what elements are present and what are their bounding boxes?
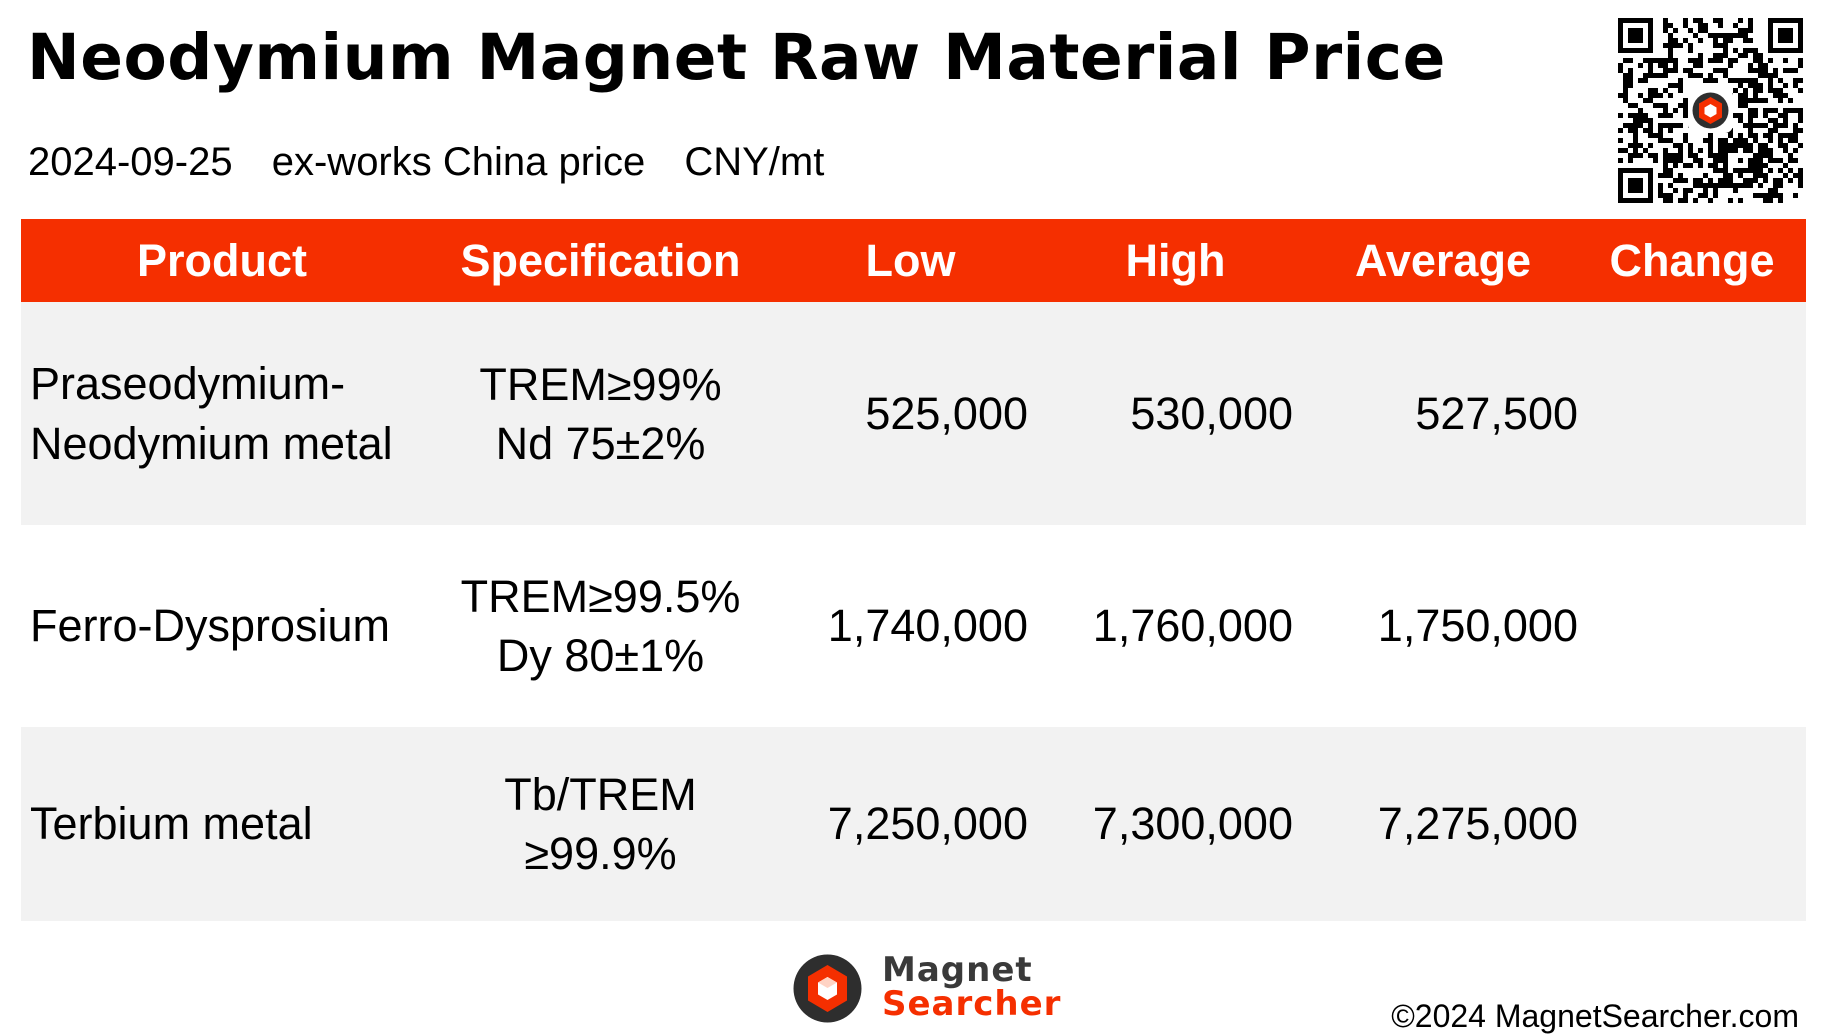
product-spec: TREM≥99% Nd 75±2% [479,358,722,469]
table-row: Terbium metal Tb/TREM ≥99.9% 7,250,000 7… [21,727,1806,921]
product-name: Praseodymium- Neodymium metal [30,357,393,469]
price-low: 7,250,000 [827,798,1028,849]
price-table: Product Specification Low High Average C… [21,219,1806,921]
product-spec: Tb/TREM ≥99.9% [504,769,697,879]
product-name: Terbium metal [30,798,313,849]
copyright-text: ©2024 MagnetSearcher.com [1391,998,1799,1034]
price-average: 1,750,000 [1377,600,1578,651]
price-low: 1,740,000 [827,600,1028,651]
qr-logo-icon [1688,88,1733,133]
price-average: 7,275,000 [1377,798,1578,849]
col-header-high: High [1125,234,1226,286]
product-spec: TREM≥99.5% Dy 80±1% [460,571,741,681]
col-header-product: Product [136,234,307,286]
table-row: Ferro-Dysprosium TREM≥99.5% Dy 80±1% 1,7… [21,525,1806,727]
price-average: 527,500 [1415,387,1578,439]
table-header: Product Specification Low High Average C… [21,219,1806,302]
magnet-searcher-logo-icon [793,954,862,1023]
logo-text-searcher: Searcher [882,984,1062,1024]
col-header-change: Change [1609,234,1775,286]
price-high: 1,760,000 [1092,600,1293,651]
price-high: 7,300,000 [1092,798,1293,849]
logo-text-magnet: Magnet [882,950,1033,990]
table-row: Praseodymium- Neodymium metal TREM≥99% N… [21,302,1806,525]
price-low: 525,000 [865,387,1028,439]
col-header-low: Low [865,234,956,286]
brand-logo[interactable]: Magnet Searcher [790,951,1080,1026]
qr-code-icon[interactable] [1618,18,1803,203]
subtitle: 2024-09-25 ex-works China price CNY/mt [28,142,852,182]
page-title: Neodymium Magnet Raw Material Price [27,21,1446,94]
price-date: 2024-09-25 [28,140,233,184]
product-name: Ferro-Dysprosium [30,600,391,651]
price-high: 530,000 [1130,387,1293,439]
col-header-average: Average [1355,234,1531,286]
col-header-specification: Specification [460,234,741,286]
price-basis: ex-works China price [271,140,646,184]
price-unit: CNY/mt [684,140,825,184]
